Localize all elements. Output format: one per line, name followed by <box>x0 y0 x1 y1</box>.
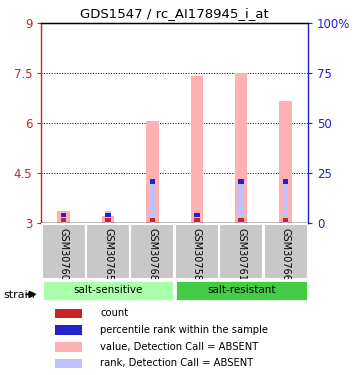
Bar <box>194 218 199 222</box>
Bar <box>283 179 288 184</box>
Text: salt-sensitive: salt-sensitive <box>73 285 143 295</box>
FancyBboxPatch shape <box>175 224 219 279</box>
Text: count: count <box>100 309 128 318</box>
Bar <box>150 180 155 223</box>
Bar <box>235 73 247 223</box>
Bar <box>61 213 66 223</box>
Bar <box>146 121 159 223</box>
Text: GSM30758: GSM30758 <box>192 228 202 280</box>
Bar <box>61 213 66 217</box>
Text: salt-resistant: salt-resistant <box>207 285 275 295</box>
FancyBboxPatch shape <box>42 224 86 279</box>
Text: GSM30761: GSM30761 <box>236 228 246 280</box>
Bar <box>150 179 155 184</box>
Text: percentile rank within the sample: percentile rank within the sample <box>100 325 268 335</box>
FancyBboxPatch shape <box>86 224 130 279</box>
Bar <box>283 180 288 223</box>
Bar <box>238 218 244 222</box>
Bar <box>238 180 244 223</box>
FancyBboxPatch shape <box>130 224 174 279</box>
Bar <box>194 213 199 217</box>
Bar <box>102 216 114 223</box>
Text: GSM30765: GSM30765 <box>103 228 113 280</box>
FancyBboxPatch shape <box>264 224 307 279</box>
Text: strain: strain <box>4 290 36 300</box>
Bar <box>55 358 82 368</box>
Bar <box>57 211 70 223</box>
Text: GSM30768: GSM30768 <box>147 228 157 280</box>
Text: value, Detection Call = ABSENT: value, Detection Call = ABSENT <box>100 342 258 352</box>
Bar <box>105 211 111 223</box>
Bar <box>279 101 292 223</box>
Bar <box>55 325 82 335</box>
Bar <box>55 309 82 318</box>
Title: GDS1547 / rc_AI178945_i_at: GDS1547 / rc_AI178945_i_at <box>80 7 269 20</box>
Text: GSM30760: GSM30760 <box>59 228 69 280</box>
Text: GSM30766: GSM30766 <box>280 228 291 280</box>
Bar <box>190 76 203 223</box>
Bar <box>238 179 244 184</box>
Bar <box>194 213 199 223</box>
Bar <box>55 342 82 352</box>
Bar <box>150 218 155 222</box>
Bar <box>61 218 66 222</box>
Bar <box>283 218 288 222</box>
FancyBboxPatch shape <box>219 224 263 279</box>
Text: rank, Detection Call = ABSENT: rank, Detection Call = ABSENT <box>100 358 253 368</box>
FancyBboxPatch shape <box>175 280 307 302</box>
Bar <box>105 213 111 217</box>
Bar <box>105 218 111 222</box>
FancyBboxPatch shape <box>42 280 174 302</box>
